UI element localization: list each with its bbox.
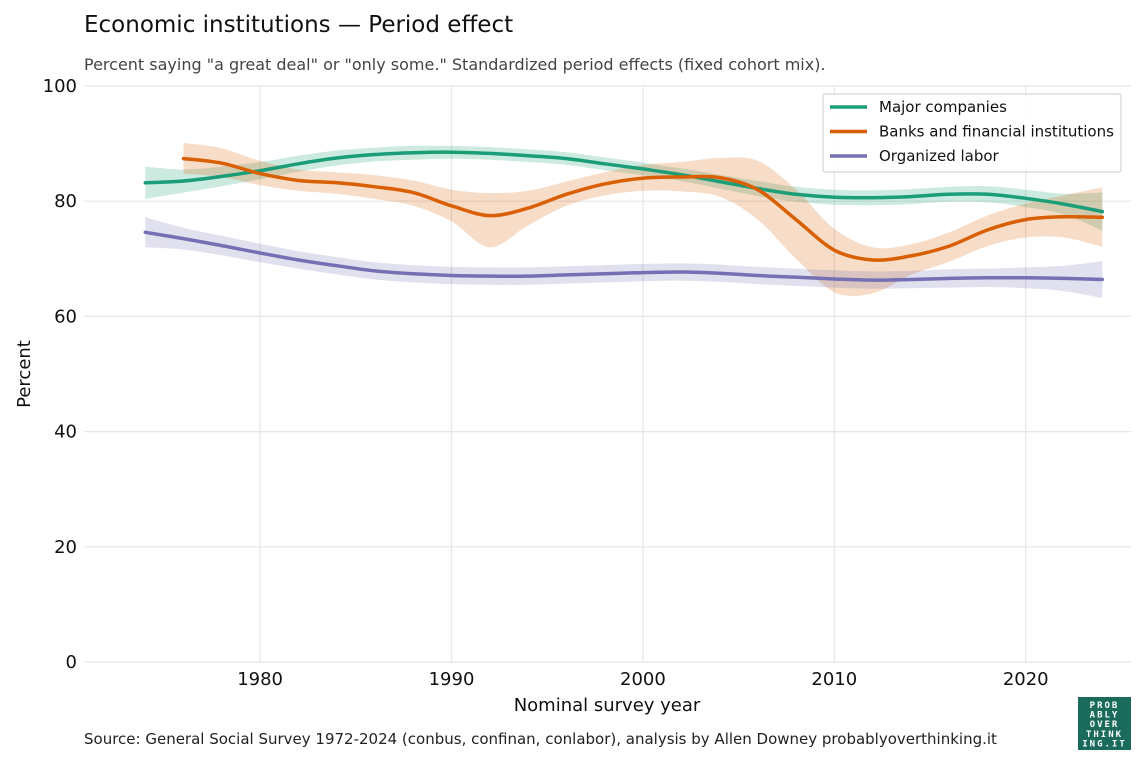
y-tick-label: 100 (43, 76, 77, 97)
series-line (143, 150, 1105, 214)
y-tick-label: 0 (66, 652, 77, 673)
y-axis-ticks: 0 20 40 60 80 100 (43, 76, 77, 673)
logo-text-line: PROB (1090, 701, 1120, 711)
x-tick-label: 2000 (620, 669, 666, 690)
x-tick-label: 2020 (1003, 669, 1049, 690)
x-tick-label: 1990 (429, 669, 475, 690)
y-tick-label: 20 (54, 537, 77, 558)
x-tick-label: 1980 (237, 669, 283, 690)
confidence-band (145, 145, 1103, 231)
chart-title: Economic institutions — Period effect (84, 12, 513, 38)
y-axis-label: Percent (14, 340, 35, 408)
confidence-band (183, 143, 1103, 297)
x-axis-ticks: 1980 1990 2000 2010 2020 (237, 669, 1048, 690)
x-axis-label: Nominal survey year (514, 695, 701, 716)
legend: Major companies Banks and financial insti… (822, 93, 1122, 173)
logo-text-line: THINK (1086, 730, 1123, 740)
confidence-band (145, 217, 1103, 298)
series-line (181, 156, 1105, 262)
legend-label: Banks and financial institutions (879, 123, 1114, 141)
y-tick-label: 40 (54, 422, 77, 443)
source-note: Source: General Social Survey 1972-2024 … (84, 730, 997, 748)
y-tick-label: 60 (54, 306, 77, 327)
chart-subtitle: Percent saying "a great deal" or "only s… (84, 55, 826, 74)
logo-text-line: OVER (1090, 720, 1120, 730)
logo-text-line: ABLY (1090, 711, 1120, 721)
legend-box (822, 93, 1122, 173)
series-line (143, 230, 1105, 282)
confidence-bands (145, 143, 1103, 298)
legend-label: Organized labor (879, 147, 1000, 165)
logo-background (1078, 697, 1131, 750)
legend-label: Major companies (879, 98, 1007, 116)
grid-lines (84, 85, 1131, 663)
x-tick-label: 2010 (811, 669, 857, 690)
series-lines (143, 150, 1105, 282)
logo-text-line: ING.IT (1082, 739, 1127, 749)
y-tick-label: 80 (54, 191, 77, 212)
